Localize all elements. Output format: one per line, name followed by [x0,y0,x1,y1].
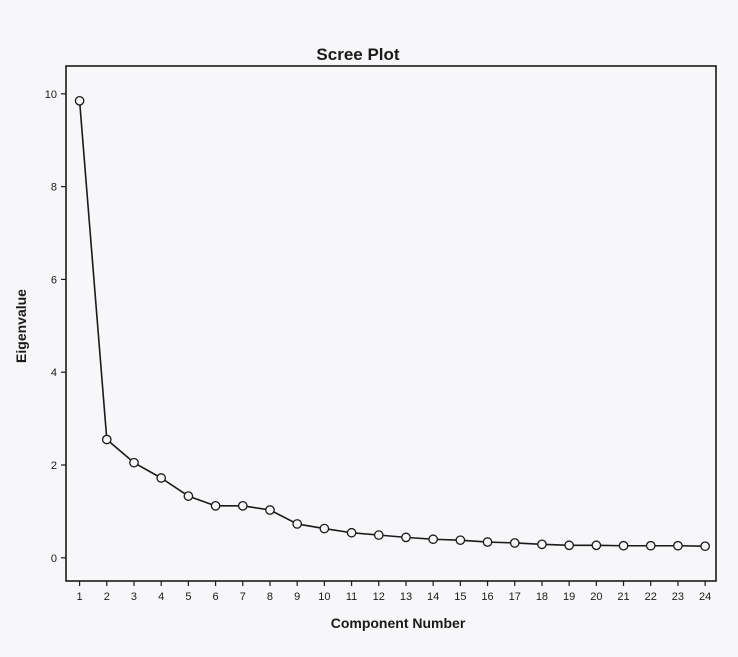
y-axis-label: Eigenvalue [13,289,29,363]
x-tick-label: 23 [672,591,684,603]
y-tick-label: 4 [51,367,57,379]
data-point [156,473,167,483]
x-tick-label: 24 [699,591,711,603]
x-tick-label: 5 [185,591,191,603]
data-point [101,434,112,445]
data-point [292,519,303,529]
x-tick-label: 12 [373,591,385,603]
x-axis: 1 2 3 4 5 6 7 8 9 10 11 12 13 14 15 16 17 18 19 20 21 22 23 24 [77,581,711,603]
data-point [319,523,330,534]
y-tick-label: 10 [45,89,57,101]
x-tick-label: 16 [481,591,493,603]
y-axis: 0 2 4 6 8 10 [45,89,66,565]
data-point [401,532,411,543]
x-tick-label: 1 [77,591,83,603]
x-tick-label: 6 [213,591,219,603]
data-point [346,527,357,538]
x-tick-label: 18 [536,591,548,603]
data-point [645,540,656,551]
x-tick-label: 13 [400,591,412,603]
x-tick-label: 7 [240,591,246,603]
x-tick-label: 11 [346,591,357,603]
chart-title: Scree Plot [316,45,399,64]
data-point [537,539,547,550]
x-tick-label: 15 [454,591,466,603]
data-point [591,540,602,551]
x-tick-label: 3 [131,591,137,603]
x-tick-label: 20 [590,591,602,603]
x-tick-label: 21 [617,591,629,603]
data-point [673,540,683,551]
data-point [564,540,574,551]
data-point [482,537,493,547]
plot-frame [65,65,717,582]
data-point [509,538,520,548]
x-tick-label: 22 [645,591,657,603]
x-tick-label: 19 [563,591,575,603]
x-axis-label: Component Number [331,615,466,631]
data-point [618,540,629,551]
x-tick-label: 8 [267,591,273,603]
y-tick-label: 8 [51,182,57,194]
y-tick-label: 2 [51,460,57,472]
data-point [183,491,194,501]
series-layer [74,95,710,552]
data-point [428,534,439,545]
y-tick-label: 6 [51,274,57,286]
x-tick-label: 9 [294,591,300,603]
series-line [78,100,706,548]
y-tick-label: 0 [51,553,57,565]
data-point [129,457,139,468]
x-tick-label: 17 [509,591,521,603]
x-tick-label: 14 [427,591,439,603]
data-point [700,541,710,552]
x-tick-label: 10 [318,591,330,603]
data-point [237,500,248,511]
x-tick-label: 4 [158,591,164,603]
data-point [373,530,384,540]
x-tick-label: 2 [104,591,110,603]
data-point [74,95,85,106]
data-point [210,500,221,511]
data-point [455,535,466,546]
data-point [265,505,275,515]
